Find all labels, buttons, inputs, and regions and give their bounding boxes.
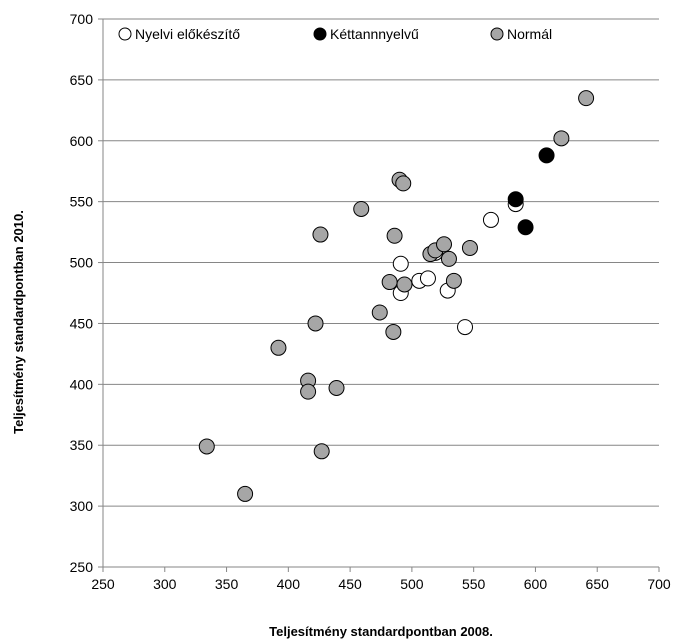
gridlines xyxy=(103,18,659,568)
point-series2-16 xyxy=(396,276,413,293)
data-points xyxy=(198,90,595,502)
y-tick-label-700: 700 xyxy=(70,11,94,27)
y-tick-label-250: 250 xyxy=(70,559,94,575)
legend-marker-series0 xyxy=(118,27,132,41)
point-series1-0 xyxy=(507,191,524,208)
point-series2-0 xyxy=(198,438,215,455)
point-series0-3 xyxy=(419,270,436,287)
y-tick-label-650: 650 xyxy=(70,72,94,88)
point-series2-8 xyxy=(328,379,345,396)
y-tick-label-600: 600 xyxy=(70,133,94,149)
point-series2-2 xyxy=(270,339,287,356)
axes xyxy=(98,18,660,572)
legend: Nyelvi előkészítő Kéttannnyelvű Normál xyxy=(118,26,552,42)
point-series2-21 xyxy=(445,272,462,289)
point-series2-5 xyxy=(307,315,324,332)
point-series2-9 xyxy=(353,200,370,217)
point-series2-4 xyxy=(300,383,317,400)
x-tick-label-450: 450 xyxy=(338,576,362,592)
x-tick-label-400: 400 xyxy=(277,576,301,592)
x-axis-title: Teljesítmény standardpontban 2008. xyxy=(269,624,493,639)
legend-label-series1: Kéttannnyelvű xyxy=(330,26,419,42)
point-series0-0 xyxy=(392,255,409,272)
tick-labels: 250 300 350 400 450 500 550 600 650 700 250 300 350 4… xyxy=(70,11,671,592)
legend-marker-series1 xyxy=(313,27,327,41)
point-series0-7 xyxy=(482,211,499,228)
x-tick-label-650: 650 xyxy=(586,576,610,592)
x-tick-label-250: 250 xyxy=(91,576,115,592)
y-tick-label-350: 350 xyxy=(70,437,94,453)
legend-label-series0: Nyelvi előkészítő xyxy=(135,26,240,42)
point-series0-6 xyxy=(457,319,474,336)
y-tick-label-450: 450 xyxy=(70,315,94,331)
y-tick-label-300: 300 xyxy=(70,498,94,514)
x-tick-label-550: 550 xyxy=(462,576,486,592)
point-series2-13 xyxy=(386,227,403,244)
legend-label-series2: Normál xyxy=(507,26,552,42)
point-series2-7 xyxy=(313,443,330,460)
point-series2-19 xyxy=(436,236,453,253)
x-tick-label-350: 350 xyxy=(215,576,239,592)
point-series2-24 xyxy=(578,90,595,107)
legend-marker-series2 xyxy=(490,27,504,41)
point-series1-1 xyxy=(517,219,534,236)
x-tick-label-300: 300 xyxy=(153,576,177,592)
point-series2-11 xyxy=(381,274,398,291)
point-series2-23 xyxy=(553,130,570,147)
point-series2-10 xyxy=(371,304,388,321)
y-tick-label-400: 400 xyxy=(70,376,94,392)
x-tick-label-500: 500 xyxy=(400,576,424,592)
y-tick-label-550: 550 xyxy=(70,194,94,210)
y-tick-label-500: 500 xyxy=(70,255,94,271)
point-series2-6 xyxy=(312,226,329,243)
point-series2-15 xyxy=(395,175,412,192)
x-tick-label-700: 700 xyxy=(647,576,671,592)
point-series1-2 xyxy=(538,147,555,164)
point-series2-20 xyxy=(440,250,457,267)
point-series2-1 xyxy=(237,485,254,502)
point-series2-12 xyxy=(385,323,402,340)
point-series2-22 xyxy=(461,239,478,256)
y-axis-title: Teljesítmény standardpontban 2010. xyxy=(11,210,26,434)
x-tick-label-600: 600 xyxy=(524,576,548,592)
